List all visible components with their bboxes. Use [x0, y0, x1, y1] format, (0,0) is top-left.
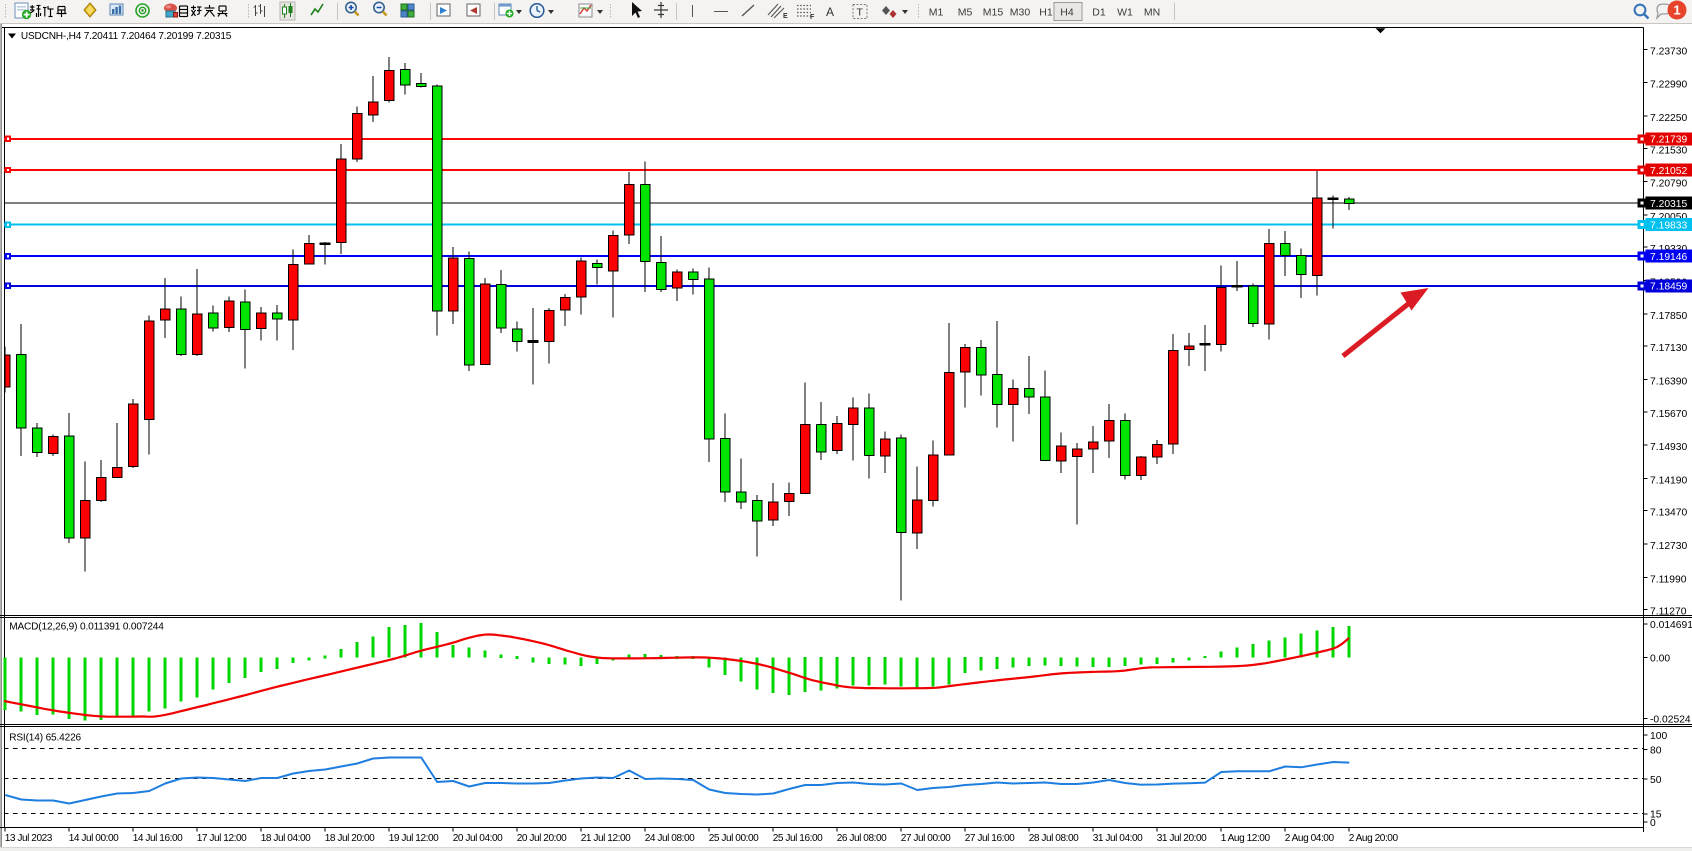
svg-text:18 Jul 04:00: 18 Jul 04:00: [261, 833, 311, 844]
svg-text:7.15670: 7.15670: [1650, 409, 1687, 420]
svg-text:25 Jul 16:00: 25 Jul 16:00: [773, 833, 823, 844]
svg-text:27 Jul 00:00: 27 Jul 00:00: [901, 833, 951, 844]
svg-text:H4: H4: [1060, 7, 1074, 19]
svg-text:A: A: [826, 5, 834, 19]
svg-text:D1: D1: [1092, 7, 1106, 19]
svg-text:19 Jul 12:00: 19 Jul 12:00: [389, 833, 439, 844]
svg-text:7.22990: 7.22990: [1650, 80, 1687, 91]
svg-text:2 Aug 04:00: 2 Aug 04:00: [1285, 833, 1335, 844]
svg-text:28 Jul 08:00: 28 Jul 08:00: [1029, 833, 1079, 844]
svg-text:13 Jul 2023: 13 Jul 2023: [5, 833, 53, 844]
svg-text:T: T: [857, 7, 864, 19]
svg-text:14 Jul 00:00: 14 Jul 00:00: [69, 833, 119, 844]
svg-text:7.21052: 7.21052: [1650, 166, 1687, 177]
svg-text:31 Jul 20:00: 31 Jul 20:00: [1157, 833, 1207, 844]
svg-text:7.17130: 7.17130: [1650, 343, 1687, 354]
svg-text:7.17850: 7.17850: [1650, 311, 1687, 322]
svg-text:15: 15: [1650, 810, 1662, 821]
svg-text:14 Jul 16:00: 14 Jul 16:00: [133, 833, 183, 844]
svg-text:F: F: [810, 14, 815, 21]
svg-text:7.18459: 7.18459: [1650, 282, 1687, 293]
svg-text:USDCNH-,H4 7.20411 7.20464 7.: USDCNH-,H4 7.20411 7.20464 7.20199 7.203…: [21, 31, 232, 42]
svg-text:7.19146: 7.19146: [1650, 252, 1687, 263]
svg-text:7.21739: 7.21739: [1650, 135, 1687, 146]
svg-text:0.00: 0.00: [1650, 653, 1670, 664]
svg-text:50: 50: [1650, 775, 1662, 786]
svg-text:MACD(12,26,9) 0.011391 0.00724: MACD(12,26,9) 0.011391 0.007244: [9, 622, 164, 633]
svg-text:7.13470: 7.13470: [1650, 508, 1687, 519]
svg-text:20 Jul 20:00: 20 Jul 20:00: [517, 833, 567, 844]
svg-text:2 Aug 20:00: 2 Aug 20:00: [1349, 833, 1399, 844]
svg-text:20 Jul 04:00: 20 Jul 04:00: [453, 833, 503, 844]
svg-text:1: 1: [1673, 3, 1680, 18]
svg-text:21 Jul 12:00: 21 Jul 12:00: [581, 833, 631, 844]
svg-text:7.21530: 7.21530: [1650, 145, 1687, 156]
svg-text:0: 0: [1650, 818, 1656, 829]
svg-text:7.20790: 7.20790: [1650, 179, 1687, 190]
svg-text:7.19833: 7.19833: [1650, 221, 1687, 232]
svg-text:26 Jul 08:00: 26 Jul 08:00: [837, 833, 887, 844]
svg-text:E: E: [783, 13, 788, 20]
svg-text:7.11270: 7.11270: [1650, 607, 1687, 618]
svg-text:7.11990: 7.11990: [1650, 574, 1687, 585]
svg-text:7.14930: 7.14930: [1650, 442, 1687, 453]
svg-text:25 Jul 00:00: 25 Jul 00:00: [709, 833, 759, 844]
svg-text:31 Jul 04:00: 31 Jul 04:00: [1093, 833, 1143, 844]
svg-text:M1: M1: [929, 7, 944, 19]
svg-text:7.20315: 7.20315: [1650, 199, 1687, 210]
svg-text:MN: MN: [1144, 7, 1160, 19]
svg-text:1 Aug 12:00: 1 Aug 12:00: [1221, 833, 1271, 844]
svg-text:7.14190: 7.14190: [1650, 475, 1687, 486]
svg-text:100: 100: [1650, 731, 1667, 742]
svg-text:7.22250: 7.22250: [1650, 113, 1687, 124]
svg-text:W1: W1: [1117, 7, 1133, 19]
svg-text:RSI(14) 65.4226: RSI(14) 65.4226: [9, 733, 81, 744]
svg-text:24 Jul 08:00: 24 Jul 08:00: [645, 833, 695, 844]
svg-text:M30: M30: [1010, 7, 1031, 19]
svg-text:27 Jul 16:00: 27 Jul 16:00: [965, 833, 1015, 844]
svg-text:17 Jul 12:00: 17 Jul 12:00: [197, 833, 247, 844]
svg-text:7.23730: 7.23730: [1650, 47, 1687, 58]
svg-text:M5: M5: [958, 7, 973, 19]
svg-text:H1: H1: [1039, 7, 1053, 19]
svg-text:7.16390: 7.16390: [1650, 376, 1687, 387]
svg-text:-0.02524: -0.02524: [1650, 714, 1691, 725]
svg-text:M15: M15: [983, 7, 1004, 19]
svg-text:18 Jul 20:00: 18 Jul 20:00: [325, 833, 375, 844]
svg-text:7.12730: 7.12730: [1650, 541, 1687, 552]
svg-text:0.014691: 0.014691: [1650, 620, 1692, 631]
svg-text:80: 80: [1650, 745, 1662, 756]
svg-text:7.20050: 7.20050: [1650, 212, 1687, 223]
